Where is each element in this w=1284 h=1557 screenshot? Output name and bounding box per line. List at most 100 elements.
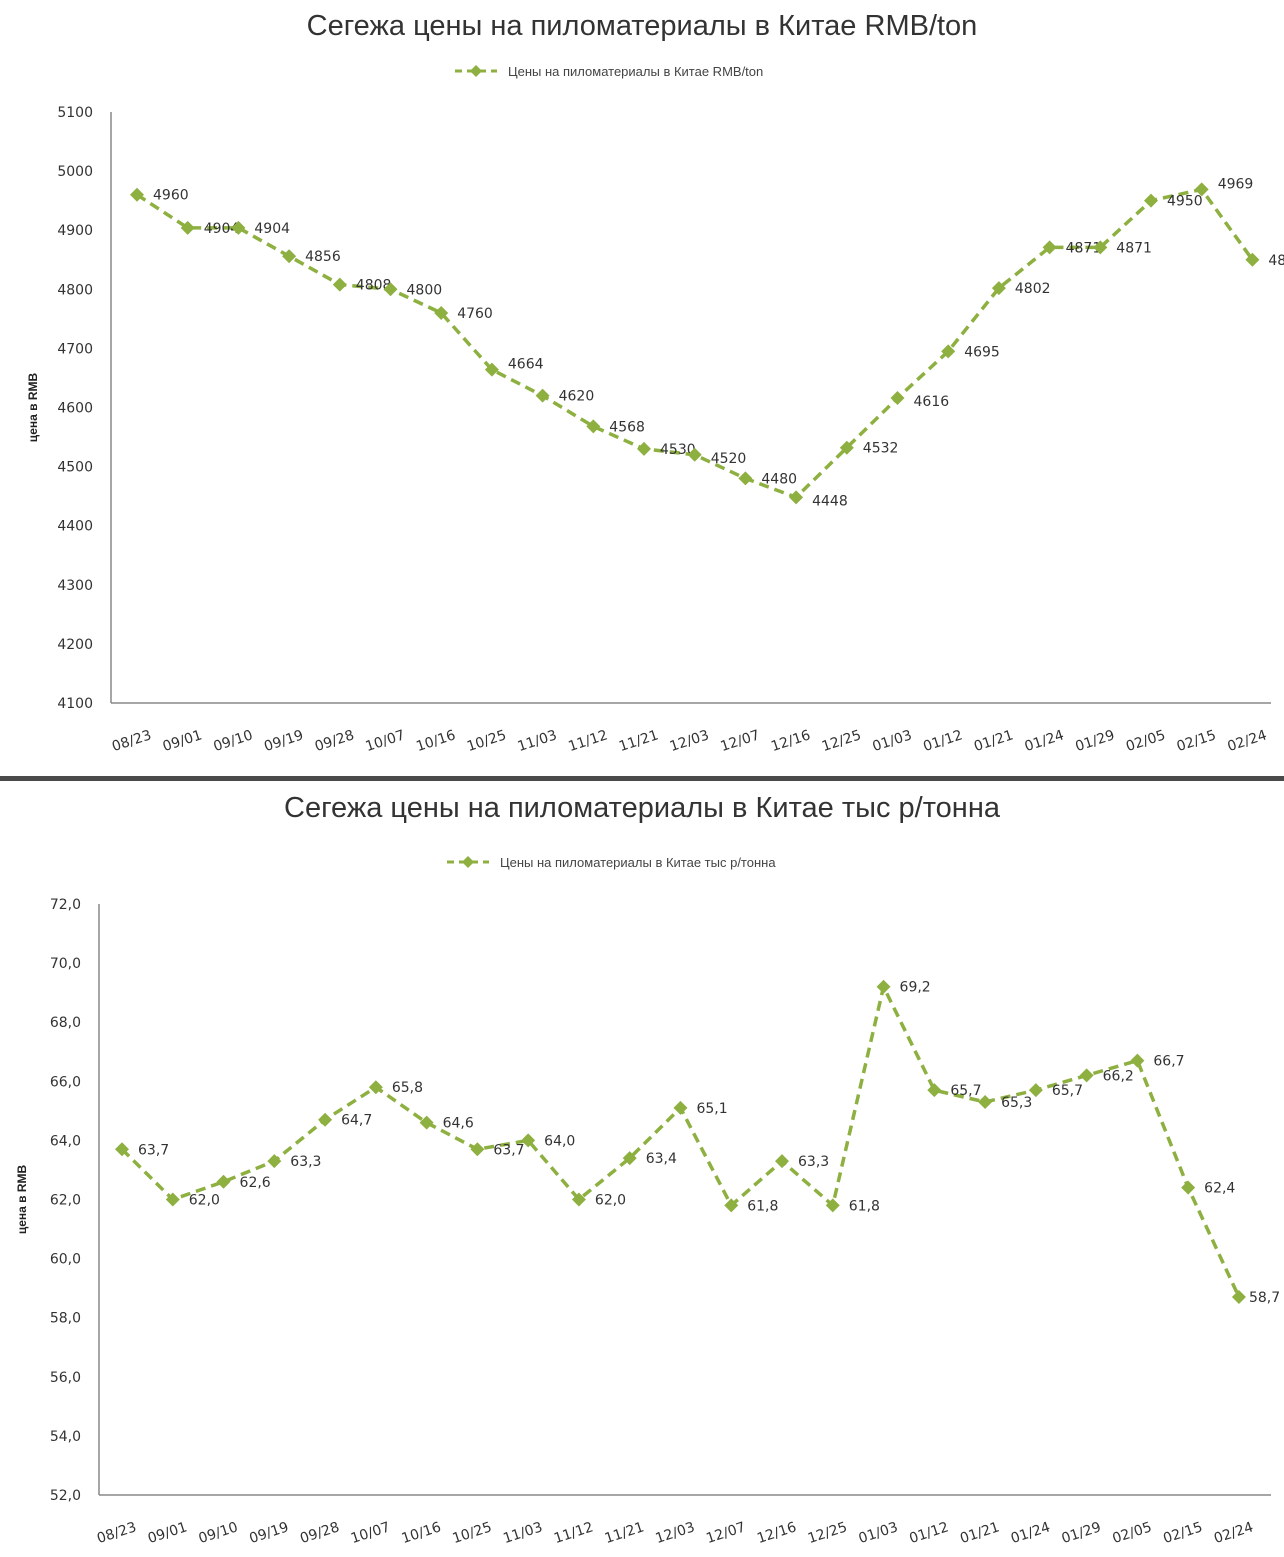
legend-marker-icon [470, 65, 482, 77]
data-point [738, 471, 753, 486]
data-label: 4871 [1116, 240, 1152, 256]
y-tick-label: 4300 [57, 578, 93, 594]
data-point [825, 1198, 840, 1213]
data-point [941, 344, 956, 359]
data-label: 65,7 [1052, 1083, 1083, 1099]
data-label: 4520 [711, 451, 747, 467]
x-tick-label: 01/12 [907, 1519, 950, 1547]
data-label: 63,7 [138, 1142, 169, 1158]
legend-marker-icon [462, 856, 474, 868]
x-tick-label: 11/21 [603, 1519, 646, 1547]
data-label: 66,2 [1103, 1068, 1134, 1084]
data-point [434, 305, 449, 320]
data-label: 61,8 [747, 1198, 778, 1214]
y-tick-label: 4100 [57, 696, 93, 712]
y-tick-label: 70,0 [50, 956, 81, 972]
x-tick-label: 10/16 [400, 1519, 443, 1547]
x-tick-label: 09/10 [197, 1519, 240, 1547]
data-label: 62,4 [1204, 1181, 1235, 1197]
data-label: 61,8 [849, 1198, 880, 1214]
data-label: 4448 [812, 493, 848, 509]
series-line [120, 981, 1241, 1298]
x-tick-label: 01/21 [972, 727, 1015, 755]
x-tick-label: 09/19 [262, 727, 305, 755]
data-point [130, 187, 144, 202]
data-label: 62,0 [189, 1193, 220, 1209]
data-point [1130, 1053, 1145, 1068]
data-point [267, 1154, 282, 1169]
x-tick-label: 01/21 [958, 1519, 1001, 1547]
data-point [839, 440, 854, 455]
data-point [927, 1083, 942, 1098]
data-label: 69,2 [900, 980, 931, 996]
chart-rmb-svg: Сегежа цены на пиломатериалы в Китае RMB… [26, 10, 1284, 755]
x-tick-label: 01/24 [1009, 1519, 1052, 1547]
x-tick-label: 09/10 [211, 727, 254, 755]
data-point [1181, 1180, 1196, 1195]
y-tick-label: 68,0 [50, 1015, 81, 1031]
x-tick-label: 02/24 [1225, 727, 1268, 755]
x-tick-label: 01/03 [871, 727, 914, 755]
data-point [282, 249, 297, 264]
data-label: 66,7 [1153, 1054, 1184, 1070]
data-label: 64,0 [544, 1133, 575, 1149]
data-point [978, 1094, 993, 1109]
data-label: 58,7 [1249, 1290, 1280, 1306]
y-tick-label: 4700 [57, 341, 93, 357]
data-point [586, 419, 601, 434]
data-label: 4969 [1218, 176, 1254, 192]
data-label: 4802 [1015, 281, 1051, 297]
chart-rub: Сегежа цены на пиломатериалы в Китае тыс… [0, 782, 1284, 1557]
data-label: 4904 [204, 221, 240, 237]
data-label: 65,1 [696, 1101, 727, 1117]
data-point [789, 490, 804, 505]
y-axis-label: цена в RMB [26, 373, 40, 443]
x-tick-label: 09/01 [161, 727, 204, 755]
y-tick-label: 72,0 [50, 897, 81, 913]
data-label: 63,3 [798, 1154, 829, 1170]
x-tick-label: 11/03 [501, 1519, 544, 1547]
x-tick-label: 01/12 [921, 727, 964, 755]
data-point [231, 220, 246, 235]
x-tick-label: 11/21 [617, 727, 660, 755]
x-tick-label: 10/25 [450, 1519, 493, 1547]
data-point [484, 362, 499, 377]
data-label: 4808 [356, 278, 392, 294]
data-point [115, 1142, 129, 1157]
data-point [521, 1133, 536, 1148]
chart-title: Сегежа цены на пиломатериалы в Китае RMB… [307, 10, 978, 42]
x-tick-label: 01/03 [857, 1519, 900, 1547]
x-tick-label: 02/05 [1124, 727, 1167, 755]
data-label: 4850 [1268, 253, 1284, 269]
data-point [1028, 1083, 1043, 1098]
x-tick-label: 12/07 [718, 727, 761, 755]
data-label: 64,6 [443, 1116, 474, 1132]
data-label: 4530 [660, 442, 696, 458]
data-point [991, 281, 1006, 296]
y-tick-label: 5000 [57, 164, 93, 180]
x-tick-label: 11/03 [516, 727, 559, 755]
data-label: 63,3 [290, 1154, 321, 1170]
data-label: 65,7 [950, 1083, 981, 1099]
legend: Цены на пиломатериалы в Китае тыс р/тонн… [447, 855, 776, 870]
data-point [890, 391, 905, 406]
y-tick-label: 4400 [57, 519, 93, 535]
data-label: 4620 [559, 389, 595, 405]
data-point [1194, 182, 1209, 197]
data-point [724, 1198, 739, 1213]
data-point [637, 441, 651, 456]
data-label: 4950 [1167, 194, 1203, 210]
x-tick-label: 09/28 [298, 1519, 341, 1547]
x-tick-label: 09/28 [313, 727, 356, 755]
x-tick-label: 02/15 [1161, 1519, 1204, 1547]
data-label: 62,0 [595, 1193, 626, 1209]
data-point [383, 282, 398, 297]
x-tick-label: 12/03 [668, 727, 711, 755]
chart-rmb: Сегежа цены на пиломатериалы в Китае RMB… [0, 0, 1284, 778]
data-point [571, 1192, 586, 1207]
y-tick-label: 4600 [57, 401, 93, 417]
x-tick-label: 10/07 [364, 727, 407, 755]
data-point [180, 220, 195, 235]
data-point [1042, 240, 1057, 255]
legend-entry: Цены на пиломатериалы в Китае RMB/ton [508, 64, 763, 79]
